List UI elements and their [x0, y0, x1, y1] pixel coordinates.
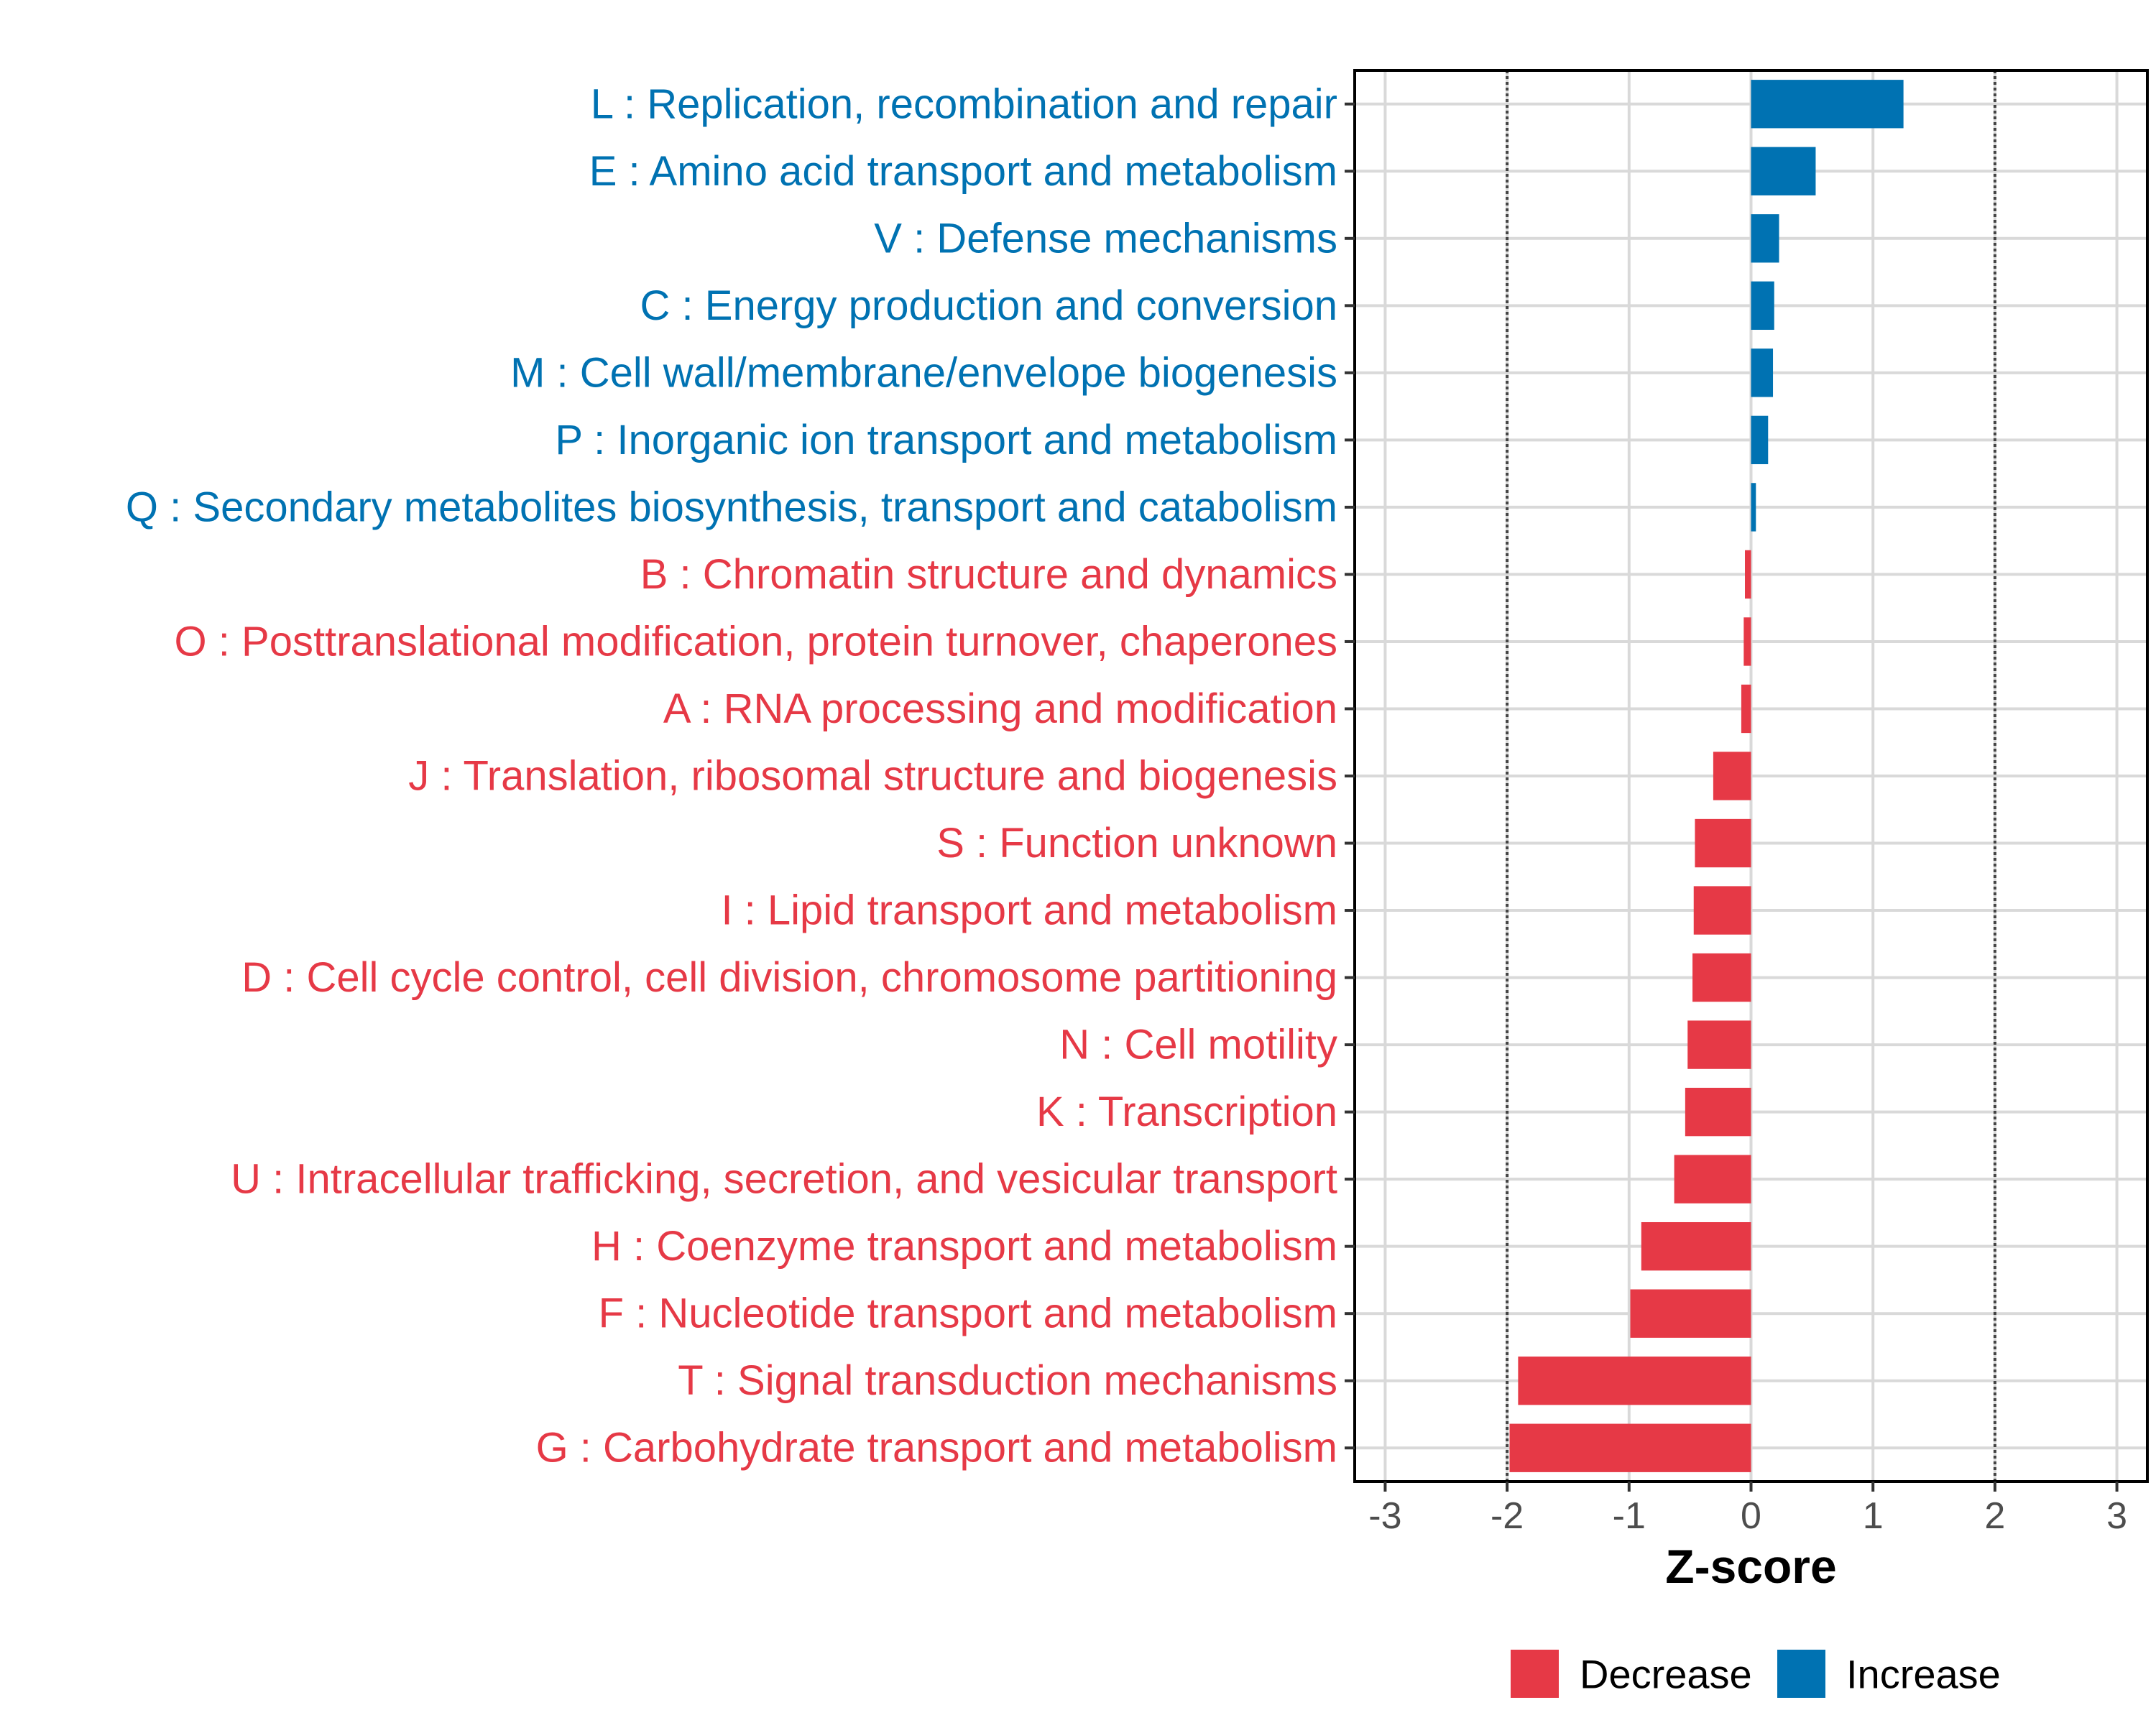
bar: [1674, 1155, 1751, 1203]
x-tick-label: 0: [1741, 1495, 1761, 1537]
category-label: M : Cell wall/membrane/envelope biogenes…: [510, 349, 1337, 396]
legend-label: Decrease: [1580, 1652, 1752, 1697]
bar: [1518, 1357, 1751, 1405]
category-label: T : Signal transduction mechanisms: [678, 1357, 1337, 1404]
category-label: I : Lipid transport and metabolism: [721, 887, 1337, 934]
category-label: L : Replication, recombination and repai…: [591, 80, 1337, 127]
bar: [1751, 281, 1774, 331]
bar: [1751, 348, 1774, 397]
x-tick-label: 2: [1984, 1495, 2005, 1537]
x-tick-label: -2: [1491, 1495, 1524, 1537]
x-axis-title: Z-score: [1665, 1540, 1836, 1593]
category-label: D : Cell cycle control, cell division, c…: [241, 954, 1337, 1001]
category-label: O : Posttranslational modification, prot…: [175, 618, 1337, 665]
legend-label: Increase: [1846, 1652, 2001, 1697]
bar: [1692, 953, 1751, 1002]
category-label: A : RNA processing and modification: [663, 685, 1337, 732]
bar: [1751, 214, 1779, 263]
category-label: K : Transcription: [1036, 1089, 1337, 1135]
bar: [1685, 1087, 1751, 1137]
category-label: P : Inorganic ion transport and metaboli…: [555, 417, 1337, 463]
bar: [1751, 147, 1816, 195]
bar: [1751, 415, 1769, 465]
category-label: U : Intracellular trafficking, secretion…: [231, 1156, 1337, 1203]
bar: [1745, 550, 1751, 599]
category-label: H : Coenzyme transport and metabolism: [591, 1223, 1337, 1270]
category-label: G : Carbohydrate transport and metabolis…: [536, 1425, 1337, 1471]
category-label: N : Cell motility: [1059, 1022, 1337, 1068]
bar: [1641, 1221, 1751, 1271]
legend-swatch: [1511, 1650, 1559, 1698]
x-tick-label: -3: [1368, 1495, 1401, 1537]
bar: [1695, 818, 1751, 868]
category-label: B : Chromatin structure and dynamics: [640, 551, 1337, 598]
category-label: F : Nucleotide transport and metabolism: [599, 1290, 1337, 1337]
bar: [1630, 1289, 1751, 1338]
legend-swatch: [1777, 1650, 1825, 1698]
category-label: V : Defense mechanisms: [874, 215, 1337, 262]
category-label: E : Amino acid transport and metabolism: [589, 148, 1337, 195]
bar: [1713, 752, 1751, 800]
bar: [1693, 886, 1751, 935]
bar: [1741, 684, 1751, 734]
category-label: Q : Secondary metabolites biosynthesis, …: [126, 484, 1337, 530]
category-label: J : Translation, ribosomal structure and…: [408, 753, 1337, 800]
x-tick-label: 1: [1863, 1495, 1884, 1537]
x-tick-label: 3: [2106, 1495, 2127, 1537]
bar: [1509, 1423, 1751, 1472]
bar: [1743, 617, 1751, 666]
bar: [1687, 1020, 1751, 1069]
x-tick-label: -1: [1613, 1495, 1646, 1537]
bar: [1751, 483, 1756, 532]
category-label: S : Function unknown: [936, 820, 1337, 867]
bar: [1751, 80, 1904, 129]
category-label: C : Energy production and conversion: [640, 282, 1337, 329]
